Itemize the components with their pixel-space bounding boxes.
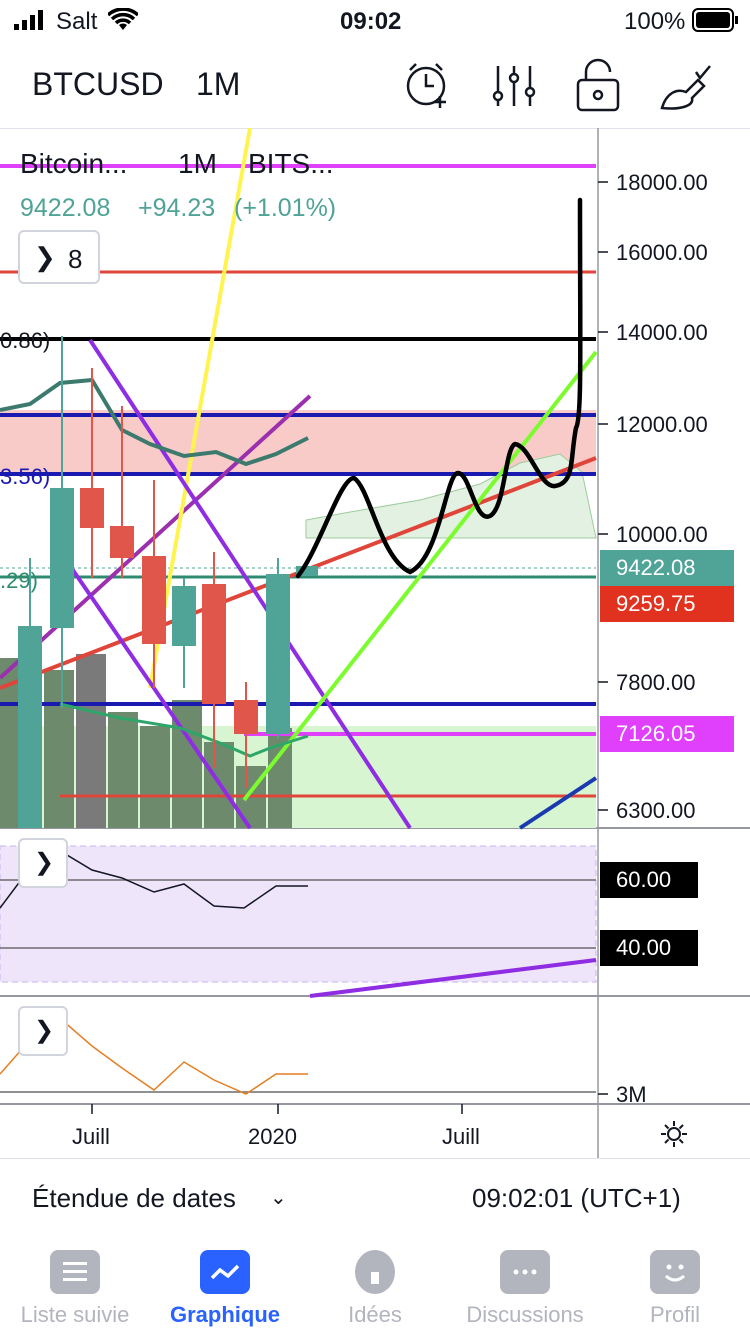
wifi-icon — [106, 7, 140, 37]
tab-label: Profil — [649, 1302, 701, 1327]
watchlist-icon — [50, 1250, 100, 1294]
magenta-level-price-tag: 7126.05 — [600, 716, 734, 752]
alarm-add-icon[interactable] — [400, 58, 456, 114]
rsi-pane-expand-button[interactable]: ❯ — [18, 838, 68, 888]
chevron-right-icon: ❯ — [34, 242, 56, 272]
price-axis-label: 10000.00 — [616, 522, 708, 547]
chevron-right-icon: ❯ — [34, 849, 55, 876]
time-axis-label: 2020 — [248, 1124, 297, 1149]
chart-canvas[interactable] — [0, 128, 750, 1158]
chat-icon — [500, 1250, 550, 1294]
level-label-blue: 3.56) — [0, 464, 51, 489]
battery-icon — [692, 8, 740, 37]
timezone-clock[interactable]: 09:02:01 (UTC+1) — [472, 1183, 681, 1213]
bottom-navigation: Liste suivie Graphique Idées Discussions… — [0, 1238, 750, 1334]
tab-label: Liste suivie — [20, 1302, 130, 1327]
legend-exchange: BITS... — [248, 148, 334, 179]
rsi-upper-level-tag: 60.00 — [600, 862, 698, 898]
drawing-brush-icon[interactable] — [658, 58, 714, 114]
carrier-name: Salt — [56, 8, 98, 35]
tab-profile[interactable]: Profil — [600, 1238, 750, 1334]
volume-pane-expand-button[interactable]: ❯ — [18, 1006, 68, 1056]
status-bar: Salt 09:02 100% — [0, 0, 750, 42]
chevron-down-icon[interactable]: ⌄ — [270, 1187, 287, 1209]
price-axis-label: 7800.00 — [616, 670, 696, 695]
date-range-dropdown[interactable]: Étendue de dates — [32, 1183, 236, 1213]
tab-label: Idées — [348, 1302, 402, 1327]
red-level-price-tag: 9259.75 — [600, 586, 734, 622]
legend-change: +94.23 — [138, 194, 216, 222]
legend-symbol-name[interactable]: Bitcoin... — [20, 148, 128, 179]
price-axis-label: 18000.00 — [616, 170, 708, 195]
volume-axis-label: 3M — [616, 1082, 647, 1107]
indicator-count: 8 — [68, 244, 83, 274]
interval-button[interactable]: 1M — [196, 66, 241, 102]
signal-icon — [14, 10, 48, 30]
profile-icon — [650, 1250, 700, 1294]
time-axis-label: Juill — [72, 1124, 110, 1149]
price-axis-label: 6300.00 — [616, 798, 696, 823]
level-label-black: 0.86) — [0, 328, 51, 353]
ideas-icon — [355, 1250, 395, 1294]
indicators-collapse-button[interactable]: ❯ 8 — [18, 230, 100, 284]
clock: 09:02 — [340, 8, 402, 35]
rsi-lower-level-tag: 40.00 — [600, 930, 698, 966]
tab-chart[interactable]: Graphique — [150, 1238, 300, 1334]
unlock-icon[interactable] — [572, 58, 628, 114]
chart-toolbar: BTCUSD 1M — [0, 42, 750, 129]
price-axis-label: 14000.00 — [616, 320, 708, 345]
chevron-right-icon: ❯ — [34, 1017, 55, 1044]
chart-settings-gear-icon[interactable] — [658, 1118, 690, 1155]
price-axis-label: 12000.00 — [616, 412, 708, 437]
legend-last-price: 9422.08 — [20, 194, 111, 222]
tab-label: Graphique — [169, 1302, 280, 1327]
price-axis-label: 16000.00 — [616, 240, 708, 265]
candles — [18, 336, 318, 828]
legend-change-percent: (+1.01%) — [234, 194, 337, 222]
tab-label: Discussions — [466, 1302, 584, 1327]
date-range-bar: Étendue de dates ⌄ 09:02:01 (UTC+1) — [0, 1158, 750, 1240]
battery-percent: 100% — [624, 8, 686, 35]
level-label-green: .29) — [0, 568, 38, 593]
time-axis-label: Juill — [442, 1124, 480, 1149]
legend-interval: 1M — [178, 148, 217, 179]
indicators-icon[interactable] — [486, 58, 542, 114]
tab-ideas[interactable]: Idées — [300, 1238, 450, 1334]
tab-discussions[interactable]: Discussions — [450, 1238, 600, 1334]
last-price-tag: 9422.08 — [600, 550, 734, 586]
chart-icon — [200, 1250, 250, 1294]
tab-watchlist[interactable]: Liste suivie — [0, 1238, 150, 1334]
chart-area[interactable]: Bitcoin... 1M BITS... 9422.08 +94.23 (+1… — [0, 128, 750, 1158]
symbol-button[interactable]: BTCUSD — [32, 66, 164, 102]
